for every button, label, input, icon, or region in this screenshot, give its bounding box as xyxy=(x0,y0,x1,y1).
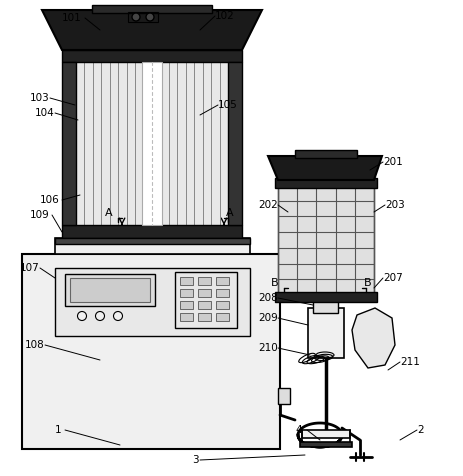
Bar xyxy=(313,298,338,313)
Bar xyxy=(295,150,357,158)
Bar xyxy=(302,430,350,438)
Bar xyxy=(175,272,237,328)
Bar xyxy=(55,268,250,336)
Circle shape xyxy=(77,311,87,320)
Bar xyxy=(278,185,374,295)
Text: 2: 2 xyxy=(417,425,424,435)
Text: 102: 102 xyxy=(215,11,235,21)
Text: 211: 211 xyxy=(400,357,420,367)
Text: 209: 209 xyxy=(258,313,278,323)
Text: 208: 208 xyxy=(258,293,278,303)
Text: 106: 106 xyxy=(40,195,60,205)
Text: 202: 202 xyxy=(258,200,278,210)
Bar xyxy=(70,278,150,302)
Bar xyxy=(65,274,155,306)
Bar xyxy=(228,62,242,225)
Bar xyxy=(55,238,250,254)
Bar xyxy=(300,442,352,447)
Circle shape xyxy=(146,13,154,21)
Bar xyxy=(180,313,193,321)
Bar xyxy=(216,289,229,297)
Circle shape xyxy=(113,311,123,320)
Text: 201: 201 xyxy=(383,157,403,167)
Text: 104: 104 xyxy=(35,108,55,118)
Text: 210: 210 xyxy=(258,343,278,353)
Bar xyxy=(180,277,193,285)
Bar xyxy=(128,12,158,22)
Polygon shape xyxy=(42,10,262,50)
Text: 109: 109 xyxy=(30,210,50,220)
Text: 207: 207 xyxy=(383,273,403,283)
Circle shape xyxy=(132,13,140,21)
Bar xyxy=(62,225,242,238)
Polygon shape xyxy=(268,156,382,180)
Text: 103: 103 xyxy=(30,93,50,103)
Bar xyxy=(180,301,193,309)
Bar xyxy=(55,238,250,244)
Text: B: B xyxy=(271,278,279,288)
Text: 108: 108 xyxy=(25,340,45,350)
Bar xyxy=(216,277,229,285)
Text: A: A xyxy=(226,208,234,218)
Bar xyxy=(22,254,280,449)
Bar xyxy=(275,178,377,188)
Bar xyxy=(308,308,344,358)
Bar xyxy=(76,62,228,225)
Bar xyxy=(62,50,242,62)
Text: 101: 101 xyxy=(62,13,82,23)
Bar xyxy=(278,388,290,404)
Bar xyxy=(62,62,76,225)
Bar xyxy=(275,292,377,302)
Bar xyxy=(216,313,229,321)
Circle shape xyxy=(95,311,105,320)
Text: A: A xyxy=(105,208,113,218)
Text: 1: 1 xyxy=(55,425,62,435)
Bar xyxy=(142,62,162,225)
Bar xyxy=(216,301,229,309)
Polygon shape xyxy=(352,308,395,368)
Text: B: B xyxy=(364,278,372,288)
Bar xyxy=(198,277,211,285)
Bar xyxy=(92,5,212,13)
Bar xyxy=(198,289,211,297)
Bar xyxy=(180,289,193,297)
Text: 4: 4 xyxy=(295,425,301,435)
Bar xyxy=(198,313,211,321)
Bar xyxy=(198,301,211,309)
Text: 105: 105 xyxy=(218,100,238,110)
Text: 107: 107 xyxy=(20,263,40,273)
Text: 203: 203 xyxy=(385,200,405,210)
Text: 3: 3 xyxy=(192,455,199,465)
